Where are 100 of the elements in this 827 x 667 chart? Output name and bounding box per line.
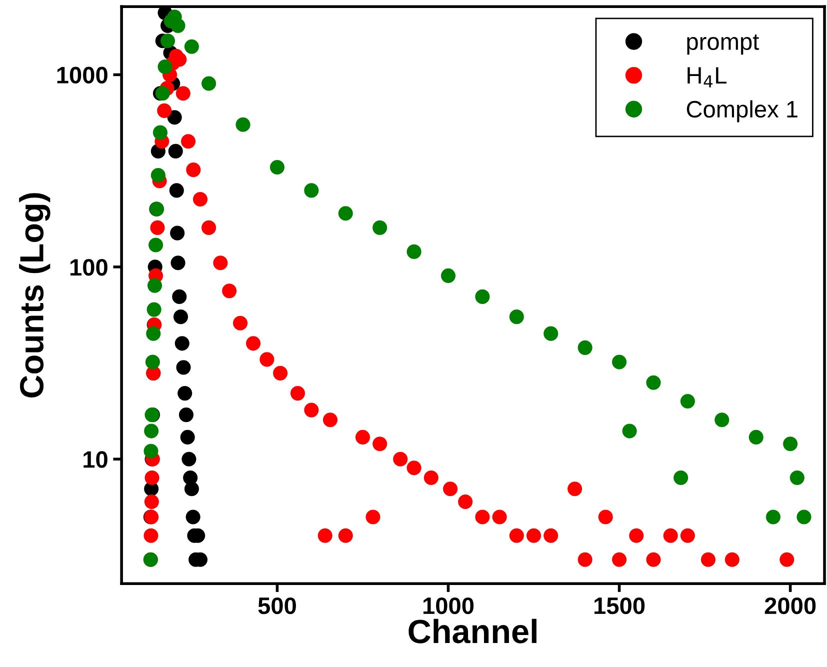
point (246, 336, 261, 351)
x-tick-label: 1000 (423, 597, 474, 614)
y-tick-label: 100 (70, 258, 108, 276)
point (180, 134, 196, 149)
point (174, 336, 190, 351)
point (372, 220, 388, 235)
point (458, 494, 473, 510)
point (578, 340, 592, 355)
legend-label: H$_{4}$L (688, 67, 726, 88)
point (144, 470, 160, 486)
point (406, 460, 422, 476)
point (598, 510, 613, 524)
point (273, 366, 288, 380)
point (663, 528, 678, 543)
x-tick-label: 1500 (594, 597, 645, 614)
point (184, 482, 199, 496)
point (526, 528, 542, 543)
point (338, 206, 353, 221)
point (152, 125, 168, 140)
point (180, 430, 195, 444)
point (612, 354, 627, 370)
point (796, 510, 812, 524)
point (629, 528, 644, 543)
x-tick-label: 500 (258, 597, 296, 614)
point (172, 289, 187, 304)
point (622, 424, 637, 438)
point (372, 436, 388, 452)
point (146, 326, 161, 341)
point (544, 528, 558, 543)
point (714, 412, 730, 428)
legend-label: Complex 1 (686, 100, 798, 122)
point (236, 117, 250, 132)
y-tick-label: 1000 (57, 66, 108, 84)
point (612, 552, 627, 567)
point (148, 238, 164, 252)
point (568, 482, 582, 496)
point (270, 160, 284, 175)
point (146, 302, 162, 317)
point (144, 528, 158, 543)
y-axis-title: Counts (Log) (19, 193, 50, 398)
point (674, 470, 688, 486)
point (680, 528, 695, 543)
y-tick-label: 10 (84, 451, 108, 468)
point (184, 39, 199, 54)
point (366, 510, 380, 524)
point (182, 452, 196, 466)
point (167, 110, 182, 125)
point (509, 528, 524, 543)
x-axis-title: Channel (408, 618, 536, 644)
point (338, 528, 353, 543)
point (157, 103, 172, 118)
point (222, 284, 237, 298)
point (680, 394, 695, 409)
point (158, 59, 172, 74)
point (213, 256, 228, 270)
point (232, 316, 248, 330)
point (318, 528, 332, 543)
point (443, 482, 458, 496)
point (724, 552, 740, 567)
point (168, 144, 183, 158)
point (646, 552, 661, 567)
point (170, 256, 186, 270)
point (509, 310, 524, 324)
point (178, 386, 192, 401)
point (150, 168, 166, 183)
point (355, 430, 370, 444)
point (202, 220, 216, 235)
point (492, 510, 507, 524)
point (393, 452, 408, 466)
point (176, 360, 191, 375)
point (783, 436, 798, 452)
point (290, 386, 306, 401)
point (475, 289, 490, 304)
point (169, 183, 184, 198)
point (424, 470, 438, 486)
point (322, 412, 338, 428)
point (170, 226, 185, 240)
point (186, 162, 201, 178)
point (202, 76, 216, 91)
point (790, 470, 804, 486)
point (304, 183, 319, 198)
point (186, 510, 200, 524)
point (646, 375, 661, 390)
point (700, 552, 716, 567)
point (406, 244, 422, 259)
point (160, 34, 176, 48)
point (192, 192, 208, 207)
point (144, 494, 159, 510)
x-tick-label: 2000 (764, 597, 816, 614)
point (170, 18, 186, 33)
point (145, 354, 160, 370)
point (173, 310, 188, 324)
point (178, 408, 194, 422)
point (304, 402, 319, 418)
point (260, 352, 274, 367)
point (475, 510, 490, 524)
point (144, 424, 159, 438)
point (544, 326, 558, 341)
point (780, 552, 794, 567)
point (147, 278, 162, 293)
